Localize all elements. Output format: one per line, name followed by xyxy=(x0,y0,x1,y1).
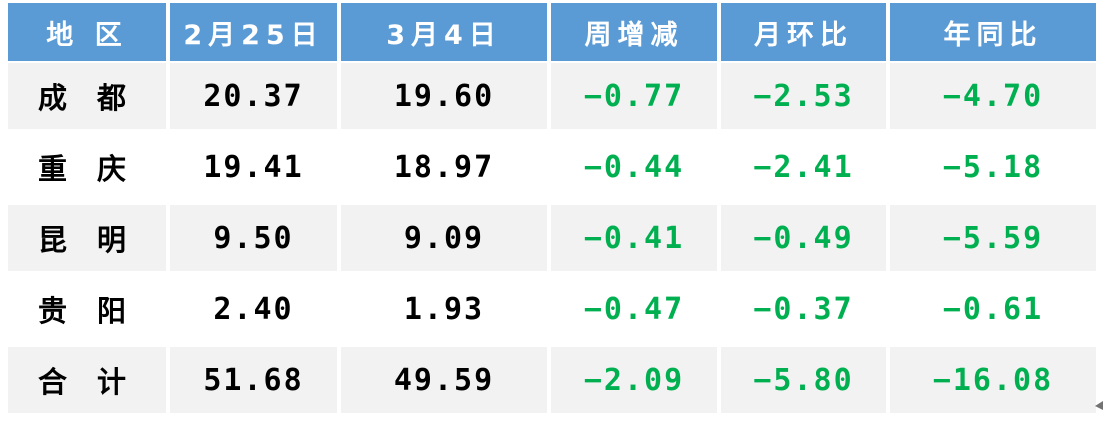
cell-week-change: −2.09 xyxy=(551,347,721,418)
cell-year-change: −16.08 xyxy=(890,347,1100,418)
cell-date1-value: 2.40 xyxy=(170,276,341,347)
cell-date1-value: 9.50 xyxy=(170,205,341,276)
col-header-date2: 3月4日 xyxy=(341,3,551,63)
cell-region: 昆 明 xyxy=(8,205,170,276)
table-row-chongqing: 重 庆 19.41 18.97 −0.44 −2.41 −5.18 xyxy=(8,134,1100,205)
cell-region: 重 庆 xyxy=(8,134,170,205)
cell-region: 成 都 xyxy=(8,63,170,134)
cell-week-change: −0.41 xyxy=(551,205,721,276)
col-header-date1: 2月25日 xyxy=(170,3,341,63)
cursor-arrow-icon xyxy=(1095,401,1103,410)
region-price-table: 地 区 2月25日 3月4日 周增减 月环比 年同比 成 都 20.37 19.… xyxy=(8,3,1100,418)
table-row-total: 合 计 51.68 49.59 −2.09 −5.80 −16.08 xyxy=(8,347,1100,418)
cell-date1-value: 19.41 xyxy=(170,134,341,205)
cell-year-change: −5.59 xyxy=(890,205,1100,276)
cell-month-change: −5.80 xyxy=(721,347,890,418)
cell-date2-value: 1.93 xyxy=(341,276,551,347)
cell-date2-value: 19.60 xyxy=(341,63,551,134)
cell-date2-value: 9.09 xyxy=(341,205,551,276)
col-header-week-change: 周增减 xyxy=(551,3,721,63)
header-row: 地 区 2月25日 3月4日 周增减 月环比 年同比 xyxy=(8,3,1100,63)
cell-region: 贵 阳 xyxy=(8,276,170,347)
cell-month-change: −0.37 xyxy=(721,276,890,347)
cell-year-change: −5.18 xyxy=(890,134,1100,205)
cell-week-change: −0.44 xyxy=(551,134,721,205)
cell-week-change: −0.77 xyxy=(551,63,721,134)
cell-region: 合 计 xyxy=(8,347,170,418)
table-row-guiyang: 贵 阳 2.40 1.93 −0.47 −0.37 −0.61 xyxy=(8,276,1100,347)
cell-month-change: −2.53 xyxy=(721,63,890,134)
cell-date2-value: 18.97 xyxy=(341,134,551,205)
cell-week-change: −0.47 xyxy=(551,276,721,347)
cell-year-change: −0.61 xyxy=(890,276,1100,347)
table-row-chengdu: 成 都 20.37 19.60 −0.77 −2.53 −4.70 xyxy=(8,63,1100,134)
cell-date1-value: 20.37 xyxy=(170,63,341,134)
cell-date1-value: 51.68 xyxy=(170,347,341,418)
table-row-kunming: 昆 明 9.50 9.09 −0.41 −0.49 −5.59 xyxy=(8,205,1100,276)
col-header-region: 地 区 xyxy=(8,3,170,63)
cell-date2-value: 49.59 xyxy=(341,347,551,418)
col-header-year-change: 年同比 xyxy=(890,3,1100,63)
col-header-month-change: 月环比 xyxy=(721,3,890,63)
cell-month-change: −0.49 xyxy=(721,205,890,276)
table-header: 地 区 2月25日 3月4日 周增减 月环比 年同比 xyxy=(8,3,1100,63)
table-body: 成 都 20.37 19.60 −0.77 −2.53 −4.70 重 庆 19… xyxy=(8,63,1100,418)
cell-year-change: −4.70 xyxy=(890,63,1100,134)
cell-month-change: −2.41 xyxy=(721,134,890,205)
